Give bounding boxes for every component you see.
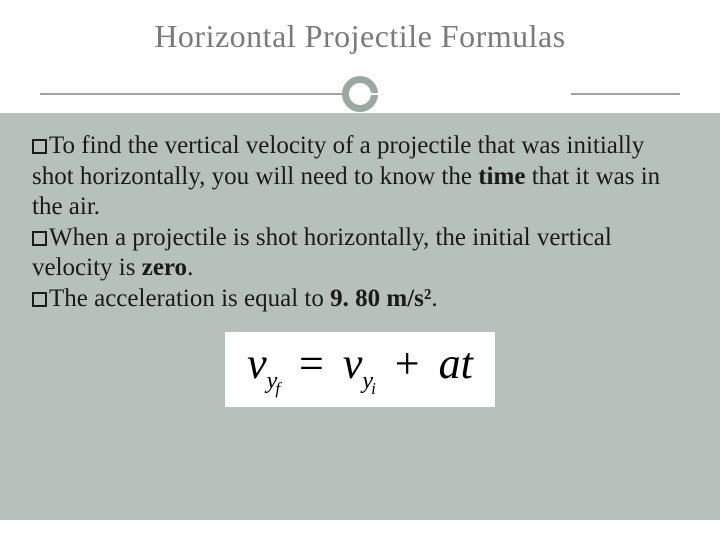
divider-circle-icon — [342, 76, 378, 112]
bullet-text-pre: When a projectile is shot horizontally, … — [32, 224, 612, 282]
bullet-text-pre: The acceleration is equal to — [49, 285, 330, 312]
bullet-text-post: . — [431, 285, 437, 312]
footer-bar — [0, 520, 720, 540]
formula: vyf = vyi + at — [225, 332, 495, 407]
formula-rhs1-sub2: i — [371, 379, 376, 398]
header: Horizontal Projectile Formulas — [0, 0, 720, 113]
bullet-item: When a projectile is shot horizontally, … — [32, 223, 688, 284]
formula-rhs1-var: v — [343, 339, 363, 388]
bullet-item: To find the vertical velocity of a proje… — [32, 131, 688, 223]
bullet-text-post: . — [187, 254, 193, 281]
formula-lhs-var: v — [247, 339, 267, 388]
formula-container: vyf = vyi + at — [32, 332, 688, 407]
equals-sign: = — [291, 339, 332, 388]
plus-sign: + — [387, 339, 428, 388]
formula-rhs2-t: t — [461, 339, 473, 388]
bullet-text-bold: zero — [142, 254, 187, 281]
slide: Horizontal Projectile Formulas To find t… — [0, 0, 720, 540]
bullet-text-bold: time — [478, 163, 525, 190]
content-body: To find the vertical velocity of a proje… — [0, 113, 720, 407]
square-bullet-icon — [32, 139, 47, 154]
square-bullet-icon — [32, 292, 47, 307]
formula-rhs2-a: a — [439, 339, 461, 388]
formula-lhs-sub2: f — [275, 379, 280, 398]
square-bullet-icon — [32, 231, 47, 246]
bullet-item: The acceleration is equal to 9. 80 m/s². — [32, 284, 688, 315]
divider — [40, 75, 680, 113]
slide-title: Horizontal Projectile Formulas — [40, 18, 680, 75]
bullet-text-bold: 9. 80 m/s² — [330, 285, 431, 312]
